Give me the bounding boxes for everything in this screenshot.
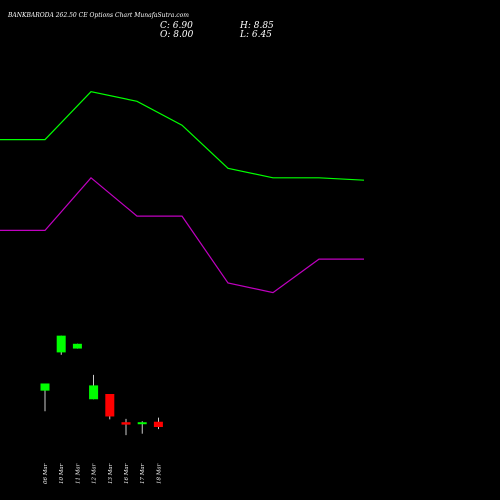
- open-value: O: 8.00: [160, 30, 194, 40]
- candles: [40, 335, 163, 436]
- chart-title: BANKBARODA 262.50 CE Options Chart Munaf…: [7, 12, 189, 19]
- candle: [89, 374, 99, 400]
- candle-body: [40, 383, 50, 391]
- x-axis-labels: 06 Mar 10 Mar 11 Mar 12 Mar 13 Mar 16 Mar 17 M…: [43, 463, 162, 484]
- candle-body: [121, 422, 131, 425]
- x-tick-label: 17 Mar: [140, 463, 146, 484]
- candle: [40, 383, 50, 412]
- candle-body: [56, 335, 66, 353]
- low-value: L: 6.45: [239, 30, 272, 40]
- candle-body: [137, 422, 147, 425]
- candle: [105, 394, 115, 420]
- x-tick-label: 06 Mar: [43, 463, 49, 484]
- x-tick-label: 10 Mar: [59, 463, 65, 484]
- x-tick-label: 12 Mar: [92, 463, 98, 484]
- lower-band-line: [0, 176, 364, 294]
- candle-body: [153, 421, 163, 427]
- candle: [153, 417, 163, 430]
- candle-body: [72, 343, 82, 349]
- candle: [121, 418, 131, 436]
- candle: [72, 343, 82, 349]
- candle-body: [89, 385, 99, 400]
- x-tick-label: 18 Mar: [156, 463, 162, 484]
- candle-body: [105, 394, 115, 417]
- candle: [56, 335, 66, 355]
- candle: [137, 421, 147, 434]
- x-tick-label: 16 Mar: [124, 463, 130, 484]
- upper-band-line: [0, 91, 365, 181]
- close-value: C: 6.90: [160, 21, 193, 31]
- x-tick-label: 13 Mar: [108, 463, 114, 484]
- band-lines: [0, 91, 365, 294]
- x-tick-label: 11 Mar: [75, 463, 81, 484]
- high-value: H: 8.85: [239, 21, 274, 31]
